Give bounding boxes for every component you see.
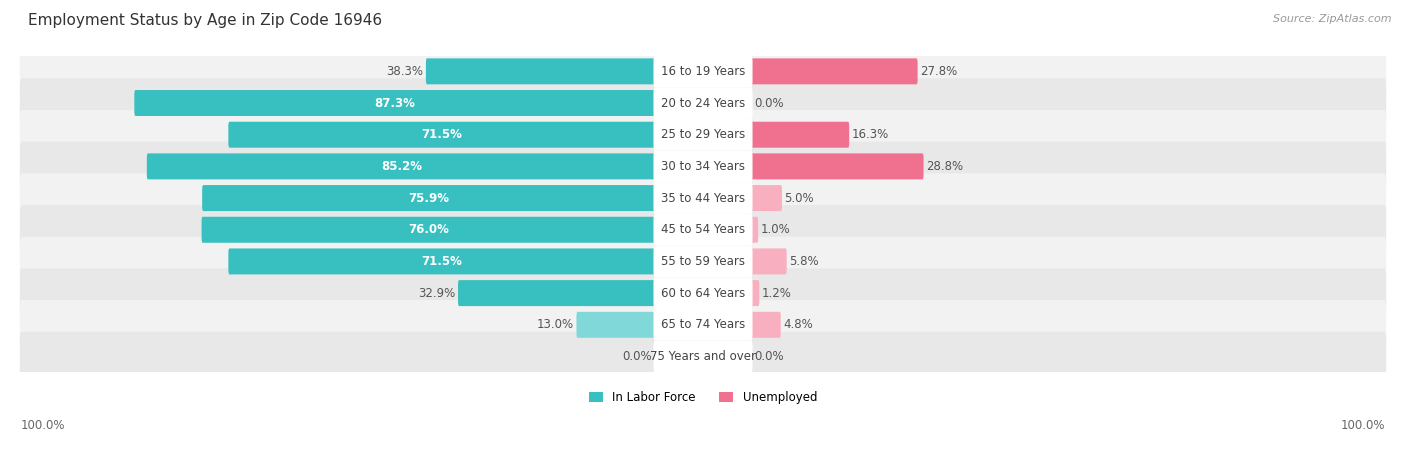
Text: 76.0%: 76.0% <box>408 223 449 236</box>
FancyBboxPatch shape <box>751 217 758 243</box>
Legend: In Labor Force, Unemployed: In Labor Force, Unemployed <box>589 392 817 405</box>
Text: Employment Status by Age in Zip Code 16946: Employment Status by Age in Zip Code 169… <box>28 14 382 28</box>
FancyBboxPatch shape <box>751 153 924 180</box>
Text: 25 to 29 Years: 25 to 29 Years <box>661 128 745 141</box>
Text: 65 to 74 Years: 65 to 74 Years <box>661 318 745 331</box>
Text: 1.0%: 1.0% <box>761 223 790 236</box>
Text: 28.8%: 28.8% <box>927 160 963 173</box>
Text: 32.9%: 32.9% <box>419 287 456 300</box>
FancyBboxPatch shape <box>654 246 752 277</box>
FancyBboxPatch shape <box>751 248 787 274</box>
FancyBboxPatch shape <box>20 142 1386 191</box>
Text: 4.8%: 4.8% <box>783 318 813 331</box>
Text: 100.0%: 100.0% <box>21 419 66 432</box>
Text: 35 to 44 Years: 35 to 44 Years <box>661 192 745 205</box>
Text: 38.3%: 38.3% <box>387 65 423 78</box>
Text: 87.3%: 87.3% <box>374 96 416 109</box>
Text: 75.9%: 75.9% <box>409 192 450 205</box>
FancyBboxPatch shape <box>654 341 752 372</box>
Text: 1.2%: 1.2% <box>762 287 792 300</box>
FancyBboxPatch shape <box>228 122 655 148</box>
FancyBboxPatch shape <box>20 47 1386 96</box>
Text: 71.5%: 71.5% <box>422 128 463 141</box>
Text: 0.0%: 0.0% <box>755 350 785 363</box>
FancyBboxPatch shape <box>426 58 655 84</box>
FancyBboxPatch shape <box>751 312 780 338</box>
FancyBboxPatch shape <box>228 248 655 274</box>
Text: 45 to 54 Years: 45 to 54 Years <box>661 223 745 236</box>
Text: 20 to 24 Years: 20 to 24 Years <box>661 96 745 109</box>
FancyBboxPatch shape <box>654 119 752 151</box>
FancyBboxPatch shape <box>202 185 655 211</box>
FancyBboxPatch shape <box>20 300 1386 350</box>
FancyBboxPatch shape <box>20 205 1386 254</box>
FancyBboxPatch shape <box>751 122 849 148</box>
FancyBboxPatch shape <box>654 182 752 214</box>
FancyBboxPatch shape <box>146 153 655 180</box>
Text: 60 to 64 Years: 60 to 64 Years <box>661 287 745 300</box>
FancyBboxPatch shape <box>20 78 1386 128</box>
Text: 5.0%: 5.0% <box>785 192 814 205</box>
FancyBboxPatch shape <box>751 185 782 211</box>
Text: 13.0%: 13.0% <box>537 318 574 331</box>
FancyBboxPatch shape <box>20 110 1386 159</box>
FancyBboxPatch shape <box>654 309 752 341</box>
Text: 16.3%: 16.3% <box>852 128 889 141</box>
FancyBboxPatch shape <box>751 280 759 306</box>
Text: 85.2%: 85.2% <box>381 160 422 173</box>
FancyBboxPatch shape <box>654 277 752 309</box>
Text: 55 to 59 Years: 55 to 59 Years <box>661 255 745 268</box>
FancyBboxPatch shape <box>751 58 918 84</box>
FancyBboxPatch shape <box>654 151 752 182</box>
Text: 5.8%: 5.8% <box>789 255 818 268</box>
Text: 0.0%: 0.0% <box>621 350 651 363</box>
Text: 30 to 34 Years: 30 to 34 Years <box>661 160 745 173</box>
FancyBboxPatch shape <box>20 237 1386 286</box>
FancyBboxPatch shape <box>20 332 1386 381</box>
Text: 100.0%: 100.0% <box>1340 419 1385 432</box>
FancyBboxPatch shape <box>576 312 655 338</box>
FancyBboxPatch shape <box>654 214 752 246</box>
FancyBboxPatch shape <box>458 280 655 306</box>
FancyBboxPatch shape <box>135 90 655 116</box>
Text: Source: ZipAtlas.com: Source: ZipAtlas.com <box>1274 14 1392 23</box>
FancyBboxPatch shape <box>201 217 655 243</box>
Text: 71.5%: 71.5% <box>422 255 463 268</box>
FancyBboxPatch shape <box>654 55 752 87</box>
FancyBboxPatch shape <box>20 173 1386 223</box>
Text: 27.8%: 27.8% <box>920 65 957 78</box>
Text: 16 to 19 Years: 16 to 19 Years <box>661 65 745 78</box>
Text: 0.0%: 0.0% <box>755 96 785 109</box>
FancyBboxPatch shape <box>20 268 1386 318</box>
Text: 75 Years and over: 75 Years and over <box>650 350 756 363</box>
FancyBboxPatch shape <box>654 87 752 119</box>
